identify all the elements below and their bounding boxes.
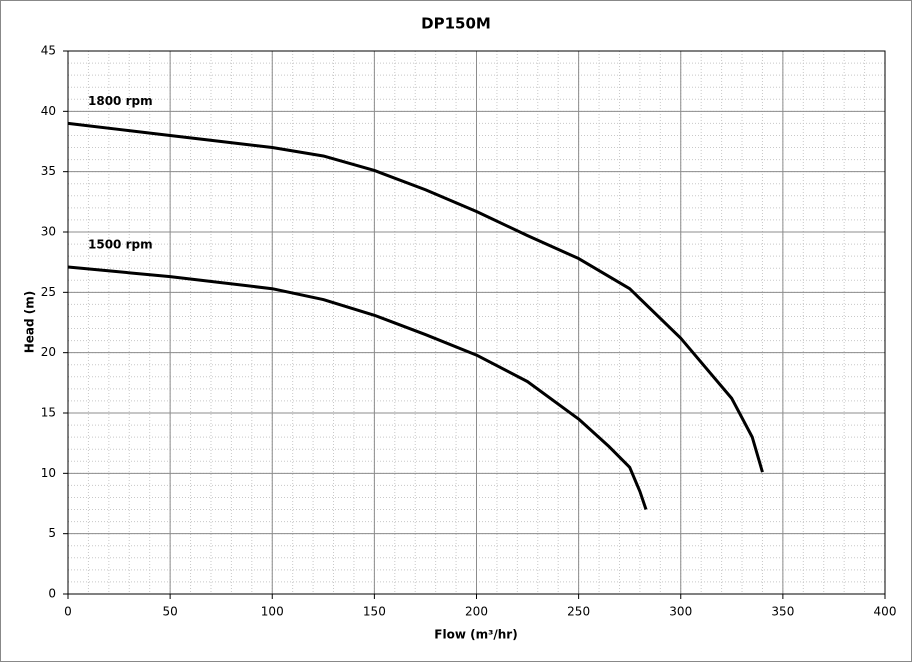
y-tick-label: 45 (41, 44, 56, 58)
y-tick-label: 20 (41, 345, 56, 359)
line-series (67, 265, 648, 511)
x-tick-label: 200 (465, 605, 488, 619)
x-tick-label: 250 (567, 605, 590, 619)
y-tick-label: 10 (41, 466, 56, 480)
x-tick-label: 50 (162, 605, 177, 619)
x-tick-label: 400 (874, 605, 897, 619)
y-tick-label: 35 (41, 164, 56, 178)
series-label: 1800 rpm (88, 94, 153, 108)
x-tick-label: 150 (363, 605, 386, 619)
y-tick-label: 5 (48, 526, 56, 540)
x-axis-label: Flow (m³/hr) (434, 628, 517, 642)
series-label: 1500 rpm (88, 237, 153, 251)
y-tick-label: 15 (41, 406, 56, 420)
x-tick-label: 300 (669, 605, 692, 619)
plot-frame (67, 50, 886, 595)
x-tick-label: 350 (771, 605, 794, 619)
x-tick-label: 0 (64, 605, 72, 619)
y-tick-label: 30 (41, 225, 56, 239)
y-tick-label: 0 (48, 587, 56, 601)
y-tick-label: 25 (41, 285, 56, 299)
line-series (67, 121, 764, 473)
y-tick-label: 40 (41, 104, 56, 118)
x-tick-label: 100 (261, 605, 284, 619)
y-axis-label: Head (m) (23, 291, 37, 354)
chart-title: DP150M (421, 15, 491, 33)
